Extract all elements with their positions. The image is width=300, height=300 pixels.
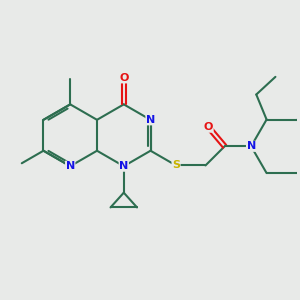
Text: O: O bbox=[204, 122, 213, 132]
Text: N: N bbox=[247, 141, 256, 151]
Text: N: N bbox=[66, 161, 75, 171]
Text: N: N bbox=[119, 161, 128, 171]
Text: S: S bbox=[172, 160, 180, 170]
Text: O: O bbox=[119, 73, 128, 83]
Text: N: N bbox=[146, 115, 155, 125]
